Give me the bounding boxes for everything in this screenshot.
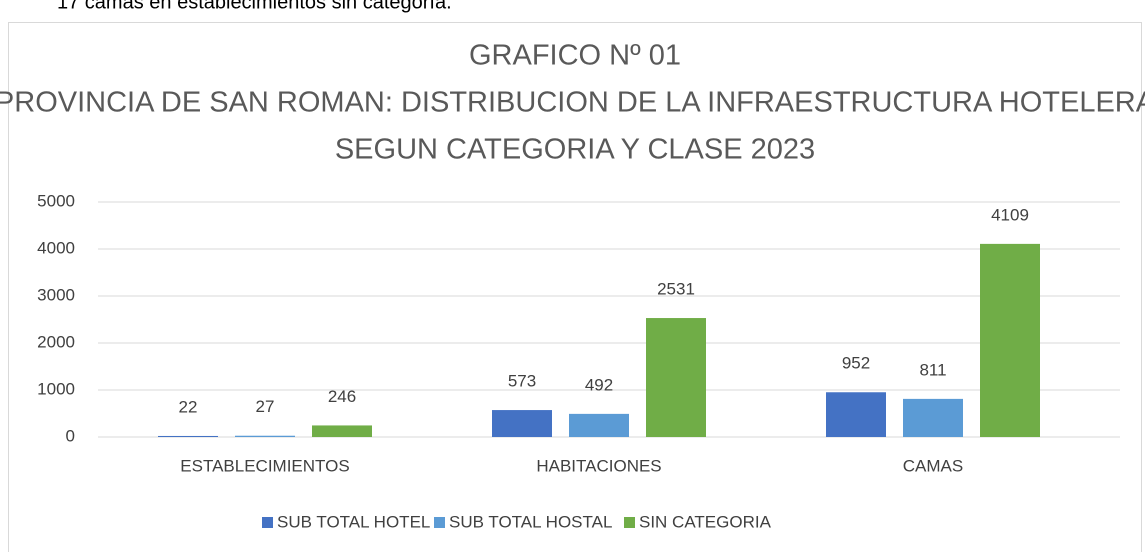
bar [646,318,706,437]
y-tick-label: 3000 [37,285,75,304]
data-label: 4109 [991,205,1029,224]
data-label: 246 [328,387,356,406]
y-tick-label: 5000 [37,191,75,210]
legend-swatch [624,517,635,528]
bar [903,398,963,437]
bar [312,425,372,437]
y-tick-label: 1000 [37,379,75,398]
legend-swatch [262,517,273,528]
bar [492,410,552,437]
chart-title: SEGUN CATEGORIA Y CLASE 2023 [335,134,815,166]
legend-label: SIN CATEGORIA [639,512,772,531]
y-tick-label: 2000 [37,332,75,351]
chart-frame [8,22,1142,552]
bar [158,435,218,437]
x-tick-label: CAMAS [903,456,963,475]
chart-title: GRAFICO Nº 01 [469,40,681,72]
bar [235,435,295,437]
bar [980,243,1040,437]
data-label: 22 [179,397,198,416]
data-label: 811 [919,360,946,379]
legend-label: SUB TOTAL HOTEL [277,512,430,531]
legend-swatch [434,517,445,528]
data-label: 27 [256,397,275,416]
x-tick-label: HABITACIONES [536,456,661,475]
bar [569,413,629,437]
data-label: 952 [842,354,870,373]
data-label: 573 [508,372,536,391]
bar [826,392,886,437]
data-label: 2531 [657,280,695,299]
chart-title: PROVINCIA DE SAN ROMAN: DISTRIBUCION DE … [0,87,1145,119]
legend-label: SUB TOTAL HOSTAL [449,512,612,531]
y-tick-label: 0 [66,426,75,445]
x-tick-label: ESTABLECIMIENTOS [180,456,349,475]
data-label: 492 [585,375,613,394]
text-above: 17 camas en establecimientos sin categor… [57,0,452,13]
y-tick-label: 4000 [37,238,75,257]
